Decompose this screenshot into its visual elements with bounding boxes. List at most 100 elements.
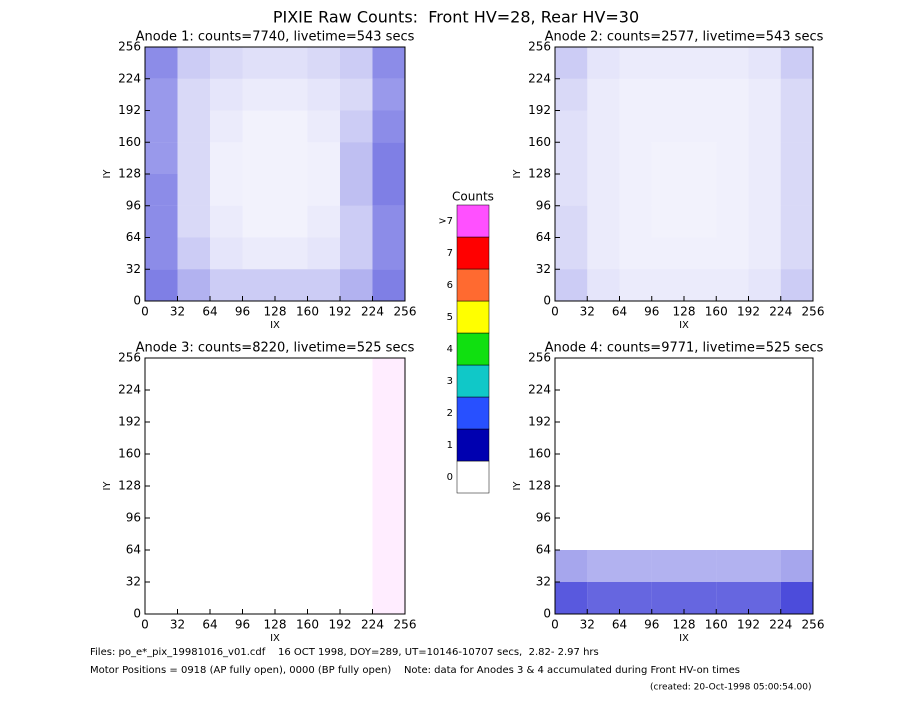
density-cell [210,486,243,518]
y-tick-label: 192 [118,103,141,117]
density-cell [781,390,813,422]
density-cell [555,78,588,111]
density-cell [340,454,373,486]
density-cell [242,174,275,206]
density-cell [145,142,178,174]
density-cell [748,174,781,206]
density-cell [652,390,684,422]
density-cell [372,174,405,206]
density-cell [684,78,717,111]
y-tick-label: 192 [528,415,551,429]
density-cell [620,390,652,422]
density-cell [178,358,211,390]
density-cell [651,174,684,206]
density-cell [177,47,210,79]
density-cell [716,47,749,79]
density-cell [242,205,275,238]
density-cell [275,550,308,582]
density-cell [555,269,588,301]
density-cell [748,582,781,614]
density-cell [308,518,341,550]
density-cell [651,582,684,614]
density-cell [145,582,178,614]
x-tick-label: 64 [202,618,217,632]
density-cell [716,422,748,454]
density-cell [749,390,781,422]
density-cell [340,78,373,111]
density-cell [178,486,211,518]
density-cell [587,174,620,206]
density-cell [210,110,243,143]
y-tick-label: 96 [126,198,141,212]
density-cell [275,390,308,422]
density-cell [340,110,373,143]
density-cell [307,78,340,111]
density-cell [652,454,684,486]
density-cell [307,110,340,143]
density-cell [781,518,813,550]
density-cell [587,205,620,238]
density-cell [340,269,373,301]
density-cell [555,358,587,390]
density-cell [587,237,620,270]
density-cell [210,582,243,614]
density-cell [243,390,276,422]
x-tick-label: 32 [170,305,185,319]
colorbar-label: >7 [438,216,453,227]
page-title: PIXIE Raw Counts: Front HV=28, Rear HV=3… [273,8,639,27]
density-cell [145,269,178,301]
density-cell [210,205,243,238]
density-cell [620,358,652,390]
x-axis-label: IX [679,633,689,644]
density-cell [177,269,210,301]
density-cell [372,582,405,614]
density-cell [652,486,684,518]
density-cell [716,358,748,390]
x-tick-label: 128 [673,305,696,319]
footer-motor: Motor Positions = 0918 (AP fully open), … [90,665,740,676]
density-cell [145,390,178,422]
density-cell [340,518,373,550]
density-cell [145,237,178,270]
x-tick-label: 128 [264,618,287,632]
density-cell [587,486,619,518]
y-tick-label: 32 [536,262,551,276]
y-tick-label: 96 [536,198,551,212]
density-cell [178,454,211,486]
colorbar-swatch [456,460,490,494]
density-cell [716,110,749,143]
density-cell [587,390,619,422]
y-tick-label: 160 [118,135,141,149]
density-cell [177,142,210,174]
density-cell [275,142,308,174]
density-cell [716,550,749,582]
density-cell [308,358,341,390]
y-tick-label: 64 [126,543,141,557]
density-cell [619,269,652,301]
y-tick-label: 128 [528,167,551,181]
x-tick-label: 160 [705,305,728,319]
density-cell [210,237,243,270]
density-cell [555,454,587,486]
density-cell [308,486,341,518]
density-cell [372,422,405,454]
density-cell [587,47,620,79]
density-cell [748,47,781,79]
density-cell [749,422,781,454]
density-cell [145,518,178,550]
density-cell [177,174,210,206]
density-cell [340,550,373,582]
density-cell [275,174,308,206]
density-cell [716,390,748,422]
density-cell [340,358,373,390]
density-cell [145,110,178,143]
y-tick-label: 256 [118,351,141,365]
x-tick-label: 256 [802,305,825,319]
density-cell [275,47,308,79]
y-tick-label: 0 [133,294,141,308]
y-tick-label: 224 [118,71,141,85]
density-cell [275,269,308,301]
y-tick-label: 32 [126,262,141,276]
density-cell [372,205,405,238]
y-tick-label: 64 [536,543,551,557]
